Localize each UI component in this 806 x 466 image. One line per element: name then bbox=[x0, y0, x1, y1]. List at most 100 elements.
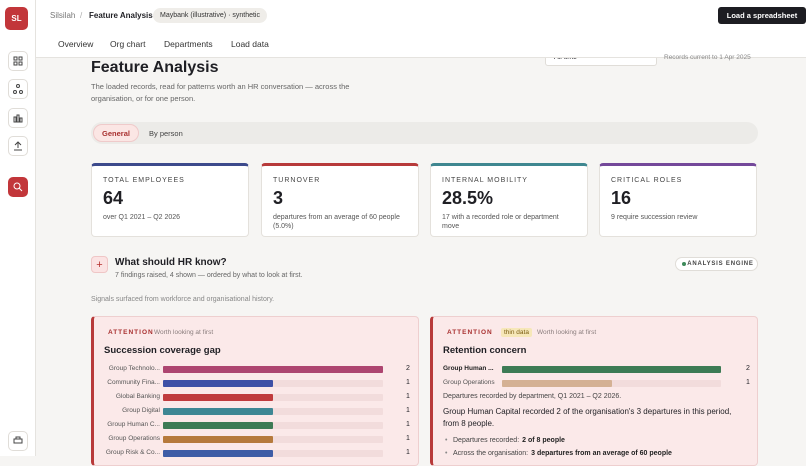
page-subtitle: The loaded records, read for patterns wo… bbox=[91, 82, 350, 103]
row-value: 1 bbox=[406, 407, 410, 414]
status-dot bbox=[682, 262, 686, 266]
tab-bar: General By person bbox=[91, 122, 758, 144]
tab[interactable]: By person bbox=[149, 129, 183, 138]
print-icon[interactable] bbox=[8, 431, 28, 451]
row-value: 1 bbox=[406, 393, 410, 400]
row-value: 1 bbox=[406, 435, 410, 442]
kpi-value: 3 bbox=[273, 188, 284, 208]
nav-icon[interactable] bbox=[8, 108, 28, 128]
bar bbox=[163, 436, 273, 443]
section-summary: 7 findings raised, 4 shown — ordered by … bbox=[115, 272, 303, 279]
row-label: Group Digital bbox=[122, 407, 160, 414]
finding-tag: ATTENTION bbox=[447, 329, 493, 336]
nav-icon-active[interactable] bbox=[8, 177, 28, 197]
separator: / bbox=[80, 11, 83, 20]
row-label: Group Operations bbox=[108, 435, 160, 442]
bar-track bbox=[163, 422, 383, 429]
bullet-text: Across the organisation: 3 departures fro… bbox=[453, 450, 672, 457]
row-label: Group Human ... bbox=[443, 365, 494, 372]
nav-icon[interactable] bbox=[8, 51, 28, 71]
bar bbox=[502, 366, 721, 373]
kpi-label: TURNOVER bbox=[273, 177, 321, 184]
breadcrumb: Feature Analysis bbox=[89, 11, 153, 20]
bar bbox=[163, 380, 273, 387]
finding-text: Group Human Capital recorded 2 of the or… bbox=[443, 407, 732, 428]
kpi-card: INTERNAL MOBILITY 28.5% 17 with a recorded… bbox=[430, 163, 588, 237]
bar-track bbox=[163, 450, 383, 457]
row-label: Group Human C... bbox=[107, 421, 160, 428]
nav-icon[interactable] bbox=[8, 136, 28, 156]
row-value: 1 bbox=[406, 449, 410, 456]
nav-tab[interactable]: Org chart bbox=[110, 39, 146, 49]
finding-priority: Worth looking at first bbox=[154, 329, 214, 336]
bar bbox=[163, 366, 383, 373]
bar-track bbox=[163, 380, 383, 387]
bar bbox=[163, 450, 273, 457]
nav-tab[interactable]: Overview bbox=[58, 39, 94, 49]
row-value: 2 bbox=[406, 365, 410, 372]
bar bbox=[163, 422, 273, 429]
bullet-label: Departures recorded: bbox=[453, 437, 520, 444]
bar bbox=[163, 394, 273, 401]
kpi-card: TURNOVER 3 departures from an average of 6… bbox=[261, 163, 419, 237]
kpi-value: 16 bbox=[611, 188, 632, 208]
bar-track bbox=[163, 394, 383, 401]
finding-card: ATTENTION thin data Worth looking at first… bbox=[430, 316, 758, 466]
nav-tab[interactable]: Departments bbox=[164, 39, 213, 49]
engine-badge: ANALYSIS ENGINE bbox=[675, 257, 758, 271]
kpi-note: 9 require succession review bbox=[611, 214, 698, 221]
row-value: 1 bbox=[406, 379, 410, 386]
badge: Maybank (illustrative) · synthetic bbox=[153, 8, 267, 23]
row-label: Group Risk & Co... bbox=[105, 449, 160, 456]
breadcrumb[interactable]: Silsilah bbox=[50, 11, 76, 20]
row-label: Group Operations bbox=[443, 379, 495, 386]
tab-active[interactable]: General bbox=[93, 124, 139, 142]
data-flag: thin data bbox=[501, 328, 532, 337]
section-intro: Signals surfaced from workforce and orga… bbox=[91, 296, 275, 303]
kpi-label: INTERNAL MOBILITY bbox=[442, 177, 528, 184]
finding-title: Retention concern bbox=[443, 345, 527, 356]
row-label: Global Banking bbox=[115, 393, 160, 400]
row-label: Community Fina... bbox=[107, 379, 160, 386]
section-icon: + bbox=[91, 256, 108, 273]
kpi-note: 17 with a recorded role or department mo… bbox=[442, 214, 559, 230]
finding-priority: Worth looking at first bbox=[537, 329, 597, 336]
bullet: • bbox=[445, 437, 448, 444]
records-note: Records current to 1 Apr 2025 bbox=[664, 54, 751, 61]
bar bbox=[502, 380, 612, 387]
page-title: Feature Analysis bbox=[91, 59, 219, 76]
bar-track bbox=[163, 436, 383, 443]
chart-caption: Departures recorded by department, Q1 20… bbox=[443, 393, 622, 400]
kpi-card: CRITICAL ROLES 16 9 require succession rev… bbox=[599, 163, 757, 237]
finding-tag: ATTENTION bbox=[108, 329, 154, 336]
kpi-note: over Q1 2021 – Q2 2026 bbox=[103, 214, 181, 221]
row-value: 2 bbox=[746, 365, 750, 372]
nav-icon[interactable] bbox=[8, 79, 28, 99]
kpi-value: 28.5% bbox=[442, 188, 494, 208]
kpi-value: 64 bbox=[103, 188, 124, 208]
finding-card: ATTENTION Worth looking at first Successio… bbox=[91, 316, 419, 466]
section-title: What should HR know? bbox=[115, 257, 227, 268]
sidebar: SL bbox=[0, 0, 36, 456]
row-value: 1 bbox=[746, 379, 750, 386]
row-value: 1 bbox=[406, 421, 410, 428]
load-button[interactable]: Load a spreadsheet bbox=[718, 7, 806, 24]
kpi-label: CRITICAL ROLES bbox=[611, 177, 683, 184]
bullet-text: Departures recorded: 2 of 8 people bbox=[453, 437, 565, 444]
kpi-card: TOTAL EMPLOYEES 64 over Q1 2021 – Q2 2026 bbox=[91, 163, 249, 237]
bullet: • bbox=[445, 450, 448, 457]
bar bbox=[163, 408, 273, 415]
bar-track bbox=[163, 408, 383, 415]
bullet-label: Across the organisation: bbox=[453, 450, 529, 457]
bullet-strong: 3 departures from an average of 60 peopl… bbox=[531, 450, 672, 457]
row-label: Group Technolo... bbox=[108, 365, 160, 372]
kpi-label: TOTAL EMPLOYEES bbox=[103, 177, 185, 184]
finding-title: Succession coverage gap bbox=[104, 345, 221, 356]
nav-tab[interactable]: Load data bbox=[231, 39, 269, 49]
top-bar: Silsilah / Feature Analysis Maybank (ill… bbox=[36, 0, 806, 58]
bullet-strong: 2 of 8 people bbox=[522, 437, 565, 444]
bar-track bbox=[502, 380, 721, 387]
avatar[interactable]: SL bbox=[5, 7, 28, 30]
kpi-note: departures from an average of 60 people … bbox=[273, 214, 400, 230]
